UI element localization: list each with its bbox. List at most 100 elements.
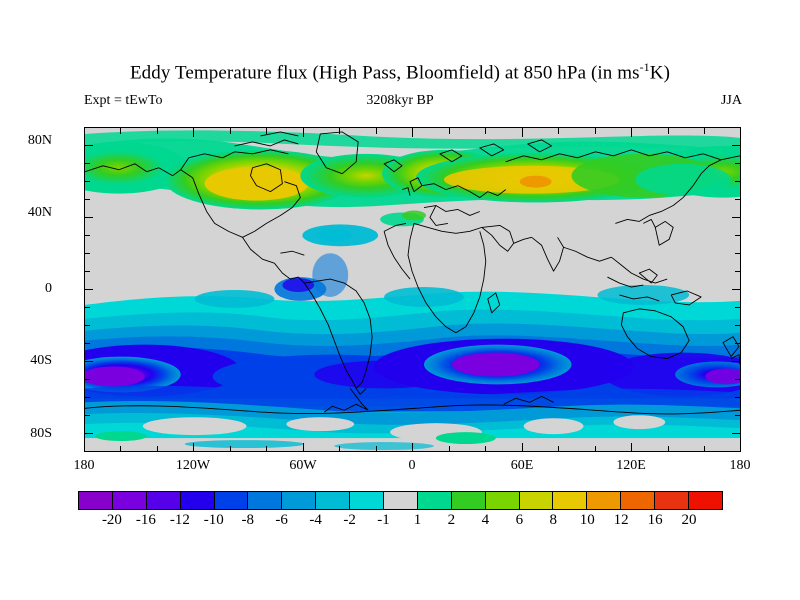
colorbar-label-10: 10 [579,512,595,528]
x-tick-top-180e [740,128,741,137]
y-tick-right-80n [732,145,741,146]
colorbar-label--20: -20 [101,512,122,528]
y-tick-20s [84,325,90,326]
x-axis-label-120e: 120E [616,458,646,473]
y-tick-30s [84,343,90,344]
x-tick-120w [193,443,194,452]
x-tick-top-120e [631,128,632,137]
colorbar-band-8[interactable] [350,492,385,509]
y-tick-right-20s [735,325,741,326]
colorbar-label--8: -8 [241,512,254,528]
x-tick-top-140w [157,128,158,134]
y-tick-10n [84,271,90,272]
x-tick-0 [412,443,413,452]
x-tick-120e [631,443,632,452]
x-tick-top-160w [120,128,121,134]
x-tick-60e [522,443,523,452]
colorbar-label-4: 4 [481,512,490,528]
colorbar-band-10[interactable] [417,492,452,509]
y-tick-40n [84,217,93,218]
x-tick-top-40e [485,128,486,134]
page-title: Eddy Temperature flux (High Pass, Bloomf… [0,60,800,84]
x-tick-140w [157,446,158,452]
y-tick-70s [84,415,90,416]
colorbar-band-11[interactable] [451,492,486,509]
y-tick-right-30s [735,343,741,344]
x-axis-label-180e: 180 [729,458,751,473]
y-axis-label-80s: 80S [30,426,52,441]
colorbar-band-2[interactable] [146,492,181,509]
y-tick-60s [84,397,90,398]
x-axis-label-60e: 60E [510,458,534,473]
x-tick-top-40w [339,128,340,134]
y-tick-right-0 [732,289,741,290]
colorbar-label-6: 6 [515,512,524,528]
x-tick-top-180w [84,128,85,137]
page-title-tail: K) [649,62,671,84]
colorbar[interactable] [78,491,723,510]
x-tick-top-60e [522,128,523,137]
colorbar-band-9[interactable] [384,492,418,509]
y-tick-20n [84,253,90,254]
colorbar-band-7[interactable] [316,492,351,509]
x-tick-20e [449,446,450,452]
colorbar-label--16: -16 [135,512,156,528]
colorbar-label--12: -12 [169,512,190,528]
y-axis-label-40n: 40N [27,205,52,220]
antarctic-field [85,401,740,451]
x-tick-top-20e [449,128,450,134]
y-tick-right-50s [735,379,741,380]
x-tick-top-0 [412,128,413,137]
colorbar-band-1[interactable] [112,492,147,509]
y-tick-right-60n [735,181,741,182]
contour-map [85,128,740,451]
colorbar-band-4[interactable] [214,492,249,509]
colorbar-band-14[interactable] [553,492,588,509]
x-tick-100e [595,446,596,452]
y-tick-right-80s [732,433,741,434]
x-tick-top-60w [303,128,304,137]
colorbar-band-12[interactable] [485,492,520,509]
colorbar-label--6: -6 [275,512,288,528]
colorbar-band-18[interactable] [689,492,722,509]
y-tick-right-40n [732,217,741,218]
y-tick-10s [84,307,90,308]
colorbar-label-12: 12 [613,512,629,528]
x-tick-top-80w [266,128,267,134]
x-tick-top-140e [668,128,669,134]
colorbar-band-15[interactable] [587,492,622,509]
colorbar-tick-labels: -20 -16 -12 -10 -8 -6 -4 -2 -1 1 2 4 6 8 10 12 16 20 [0,512,800,534]
x-tick-80w [266,446,267,452]
period-label: 3208kyr BP [366,93,434,108]
y-tick-right-30n [735,235,741,236]
experiment-label: Expt = tEwTo [84,93,163,108]
x-axis-label-120w: 120W [175,458,211,473]
colorbar-band-0[interactable] [79,492,113,509]
x-tick-top-100w [230,128,231,134]
y-tick-80n [84,145,93,146]
x-tick-top-80e [558,128,559,134]
colorbar-label-16: 16 [647,512,663,528]
y-tick-right-70s [735,415,741,416]
colorbar-band-5[interactable] [248,492,283,509]
page-title-main: Eddy Temperature flux (High Pass, Bloomf… [129,62,640,84]
tropical-patches [194,253,690,308]
colorbar-band-13[interactable] [519,492,554,509]
colorbar-band-16[interactable] [621,492,656,509]
x-axis-label-60w: 60W [289,458,317,473]
x-tick-160w [120,446,121,452]
y-tick-40s [84,361,93,362]
x-axis-label-0: 0 [408,458,416,473]
map-plot-area [84,127,741,452]
colorbar-band-6[interactable] [282,492,317,509]
x-tick-100w [230,446,231,452]
x-tick-40e [485,446,486,452]
colorbar-band-3[interactable] [180,492,215,509]
colorbar-label--4: -4 [309,512,322,528]
y-axis-label-0: 0 [45,281,52,296]
y-tick-60n [84,181,90,182]
colorbar-band-17[interactable] [655,492,690,509]
nh-positive-field [85,130,740,210]
y-tick-0 [84,289,93,290]
